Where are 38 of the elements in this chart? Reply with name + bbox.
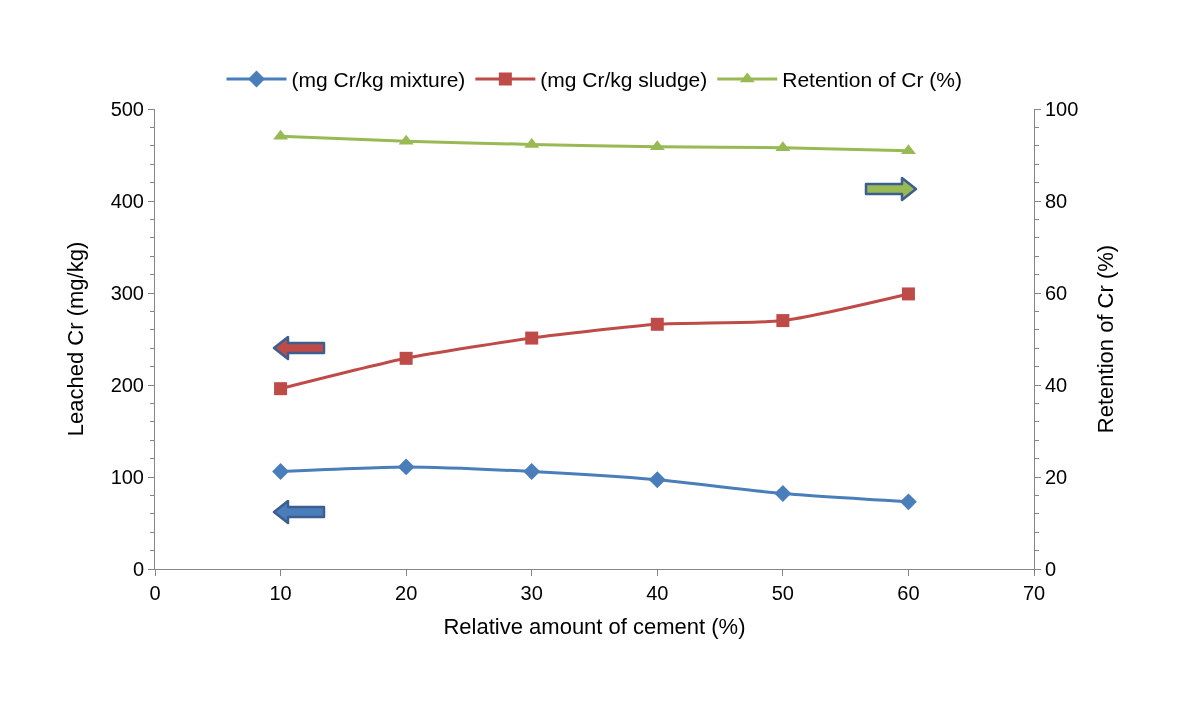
y2-tick-label: 0 — [1045, 558, 1057, 580]
y-tick-label: 500 — [110, 98, 144, 120]
y2-tick-label: 20 — [1045, 466, 1068, 488]
x-axis-title: Relative amount of cement (%) — [443, 613, 746, 639]
x-tick-label: 70 — [1022, 582, 1046, 604]
y-tick-label: 300 — [110, 282, 144, 304]
x-tick-label: 0 — [149, 582, 161, 604]
y-tick-label: 100 — [110, 466, 144, 488]
x-tick-label: 30 — [520, 582, 543, 604]
x-tick-label: 50 — [771, 582, 794, 604]
point — [397, 458, 415, 476]
x-tick-label: 20 — [395, 582, 418, 604]
x-tick-label: 10 — [269, 582, 292, 604]
point — [272, 463, 290, 480]
y2-tick-label: 100 — [1045, 98, 1079, 120]
point — [776, 314, 790, 328]
point — [774, 485, 792, 503]
legend-label: (mg Cr/kg sludge) — [540, 68, 708, 92]
x-tick-label: 60 — [897, 582, 920, 604]
legend-label: Retention of Cr (%) — [782, 68, 962, 92]
point — [899, 493, 917, 511]
point — [901, 287, 915, 301]
point — [650, 317, 664, 331]
point — [523, 463, 541, 480]
point — [399, 351, 413, 365]
y2-axis-title: Retention of Cr (%) — [1093, 244, 1119, 434]
legend-label: (mg Cr/kg mixture) — [291, 68, 466, 92]
y2-tick-label: 80 — [1045, 190, 1068, 212]
point — [274, 382, 288, 396]
point — [648, 471, 666, 489]
y-tick-label: 200 — [110, 374, 144, 396]
y2-tick-label: 60 — [1045, 282, 1068, 304]
y-tick-label: 400 — [110, 190, 144, 212]
y-tick-label: 0 — [132, 558, 144, 580]
x-tick-label: 40 — [646, 582, 669, 604]
y2-tick-label: 40 — [1045, 374, 1068, 396]
y-axis-title: Leached Cr (mg/kg) — [63, 241, 89, 437]
point — [525, 331, 539, 345]
